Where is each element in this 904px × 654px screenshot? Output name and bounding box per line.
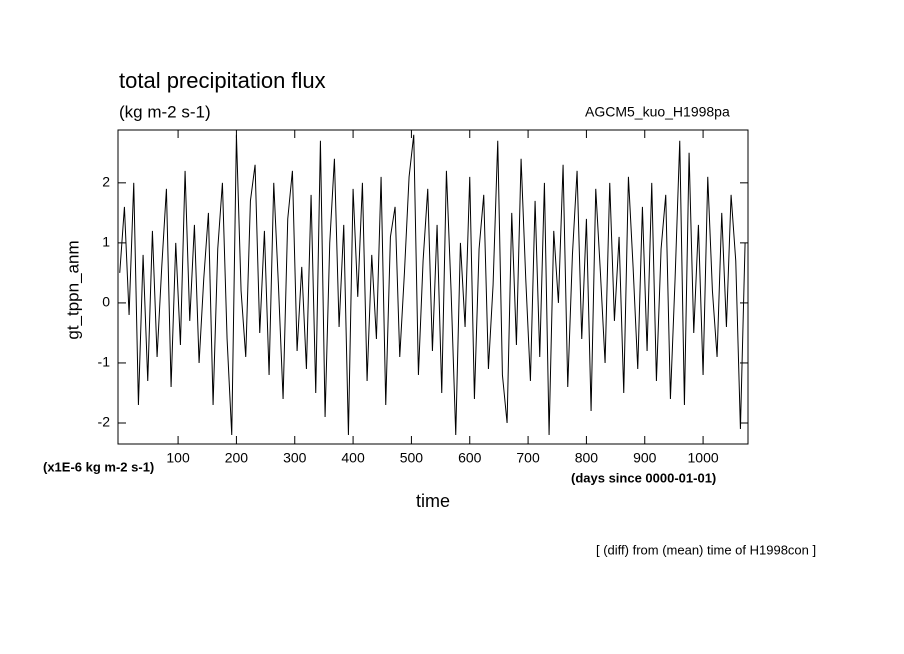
x-tick-label: 300	[283, 450, 307, 466]
x-tick-label: 900	[633, 450, 657, 466]
x-tick-label: 600	[458, 450, 482, 466]
y-tick-label: 1	[102, 234, 110, 250]
note: [ (diff) from (mean) time of H1998con ]	[596, 542, 816, 557]
x-tick-label: 100	[166, 450, 190, 466]
x-tick-label: 400	[341, 450, 365, 466]
y-tick-label: 0	[102, 294, 110, 310]
x-tick-label: 800	[575, 450, 599, 466]
x-axis-label: time	[416, 491, 450, 511]
y-tick-label: 2	[102, 174, 110, 190]
x-tick-label: 500	[400, 450, 424, 466]
y-tick-label: -1	[98, 354, 111, 370]
y-unit-label: (x1E-6 kg m-2 s-1)	[43, 459, 154, 474]
experiment-label: AGCM5_kuo_H1998pa	[585, 104, 730, 120]
x-tick-label: 200	[225, 450, 249, 466]
x-unit-label: (days since 0000-01-01)	[571, 470, 716, 485]
chart-subtitle: (kg m-2 s-1)	[119, 102, 211, 121]
chart-title: total precipitation flux	[119, 68, 326, 93]
x-tick-label: 700	[516, 450, 540, 466]
plot-frame	[117, 129, 749, 445]
data-line	[119, 134, 746, 436]
y-tick-label: -2	[98, 414, 111, 430]
y-axis-label: gt_tppn_anm	[63, 240, 82, 339]
x-tick-label: 1000	[688, 450, 719, 466]
